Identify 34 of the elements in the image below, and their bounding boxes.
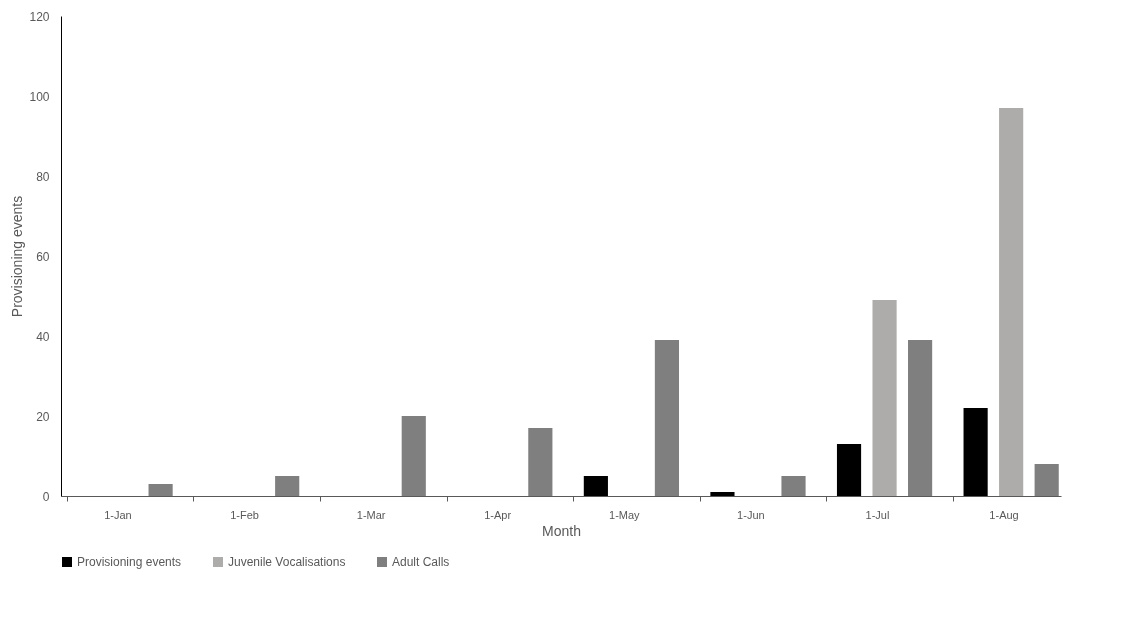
x-tick-label: 1-Jun bbox=[737, 508, 765, 521]
x-tick-label: 1-Jul bbox=[865, 508, 890, 521]
bar bbox=[872, 300, 897, 496]
bar bbox=[148, 484, 173, 496]
x-axis-title: Month bbox=[542, 522, 581, 539]
y-tick-label: 80 bbox=[36, 169, 50, 184]
bar bbox=[908, 340, 933, 496]
bar bbox=[583, 476, 608, 496]
bar bbox=[528, 428, 553, 496]
bar bbox=[781, 476, 806, 496]
y-tick-label: 100 bbox=[29, 89, 50, 104]
y-tick-label: 60 bbox=[36, 249, 50, 264]
x-tick-label: 1-Feb bbox=[230, 508, 259, 521]
x-tick-label: 1-Jan bbox=[104, 508, 132, 521]
bar bbox=[836, 444, 862, 496]
legend-label: Adult Calls bbox=[392, 555, 450, 569]
x-tick-label: 1-May bbox=[609, 508, 641, 521]
bar bbox=[963, 408, 988, 496]
bar bbox=[654, 340, 680, 496]
y-axis-title: Provisioning events bbox=[9, 195, 26, 318]
bar bbox=[1034, 464, 1059, 496]
y-tick-label: 120 bbox=[29, 9, 50, 24]
x-tick-label: 1-Apr bbox=[484, 508, 512, 521]
legend-label: Provisioning events bbox=[77, 555, 182, 569]
x-tick-label: 1-Aug bbox=[989, 508, 1019, 521]
x-tick-label: 1-Mar bbox=[356, 508, 386, 521]
bar bbox=[999, 108, 1024, 496]
y-tick-label: 20 bbox=[36, 409, 50, 424]
bar bbox=[401, 416, 426, 496]
bar bbox=[275, 476, 300, 496]
y-tick-label: 0 bbox=[42, 489, 50, 504]
legend-label: Juvenile Vocalisations bbox=[228, 555, 346, 569]
y-tick-label: 40 bbox=[36, 329, 50, 344]
bar bbox=[710, 492, 735, 496]
